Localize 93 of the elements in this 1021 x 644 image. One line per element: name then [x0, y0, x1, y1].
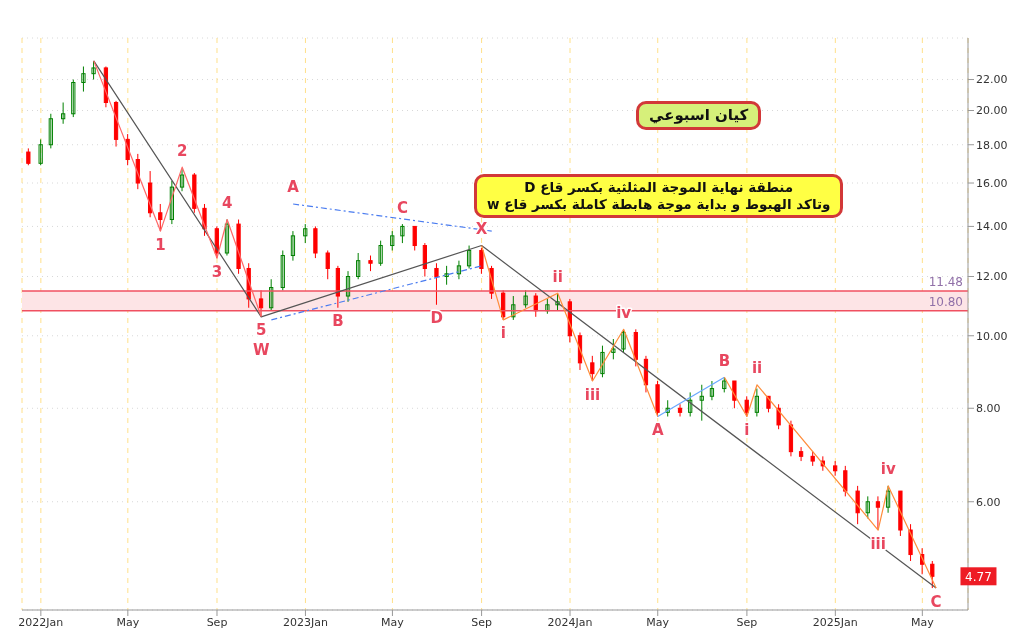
- candlestick: [677, 403, 683, 417]
- annotation: 4: [221, 194, 233, 213]
- annotation: i: [500, 324, 506, 343]
- candlestick: [434, 262, 439, 306]
- annotation: ii: [552, 267, 563, 286]
- x-tick-label: May: [381, 615, 405, 629]
- candlestick: [412, 225, 417, 251]
- x-tick-label: 2023Jan: [282, 615, 328, 629]
- candlestick: [345, 270, 351, 303]
- candlestick: [885, 485, 891, 514]
- candlestick: [378, 240, 383, 267]
- x-tick-label: Sep: [471, 615, 492, 629]
- annotation: X: [475, 220, 488, 239]
- candlestick: [269, 278, 274, 312]
- x-tick-label: Sep: [206, 615, 228, 629]
- annotation: A: [651, 420, 664, 439]
- candlestick: [699, 384, 704, 422]
- annotation: D: [430, 309, 443, 328]
- y-tick-label: 22.00: [976, 73, 1008, 87]
- candlestick: [479, 247, 484, 275]
- candlestick: [91, 60, 96, 81]
- x-tick-label: 2024Jan: [547, 615, 593, 629]
- candlestick: [390, 230, 395, 251]
- x-tick-label: 2025Jan: [812, 615, 858, 629]
- candlestick: [732, 380, 737, 409]
- x-tick-label: May: [910, 615, 935, 629]
- y-tick-label: 12.00: [976, 270, 1008, 284]
- annotation: 3: [211, 262, 223, 281]
- candlestick: [456, 260, 462, 280]
- candlestick: [875, 495, 881, 531]
- y-tick-label: 20.00: [976, 104, 1008, 118]
- candlestick: [843, 465, 848, 497]
- candlestick: [600, 345, 605, 378]
- annotation: iii: [584, 385, 601, 404]
- x-tick-label: May: [116, 615, 140, 629]
- candlestick: [38, 138, 43, 166]
- annotation: C: [930, 592, 942, 611]
- candlestick: [422, 242, 427, 277]
- annotation: C: [397, 198, 409, 217]
- annotation: i: [744, 420, 750, 439]
- candlestick: [258, 289, 264, 318]
- candlestick: [590, 355, 595, 382]
- line-series: [480, 244, 659, 418]
- candlestick: [280, 249, 285, 291]
- line-series: [93, 60, 262, 318]
- candlestick: [621, 328, 626, 353]
- y-tick-label: 10.00: [976, 329, 1008, 343]
- candlestick: [61, 101, 66, 125]
- x-tick-label: 2022Jan: [18, 615, 64, 629]
- annotation: ii: [751, 359, 763, 378]
- candlestick: [179, 168, 185, 192]
- annotation: 1: [155, 235, 166, 254]
- candlestick: [754, 388, 759, 417]
- candlestick: [855, 485, 860, 525]
- y-tick-label: 14.00: [976, 220, 1008, 234]
- candlestick: [158, 203, 163, 232]
- annotation: 2: [176, 141, 188, 160]
- x-tick-label: Sep: [736, 615, 758, 629]
- candlestick: [688, 391, 693, 417]
- ref-line-label: 10.80: [928, 294, 963, 309]
- line-series: [723, 376, 937, 589]
- candlestick: [466, 245, 472, 269]
- candlestick: [511, 295, 516, 321]
- annotation: B: [332, 312, 344, 331]
- ref-line-label: 11.48: [928, 274, 963, 289]
- candlestick: [400, 223, 405, 244]
- candlestick: [444, 265, 449, 286]
- x-tick-label: May: [646, 615, 670, 629]
- y-tick-label: 16.00: [976, 176, 1008, 190]
- candlestick: [611, 338, 616, 360]
- candlestick: [81, 66, 86, 93]
- annotation: 4.77: [965, 569, 992, 584]
- candlestick: [290, 230, 296, 262]
- annotation: منطقة نهاية الموجة المثلثية بكسر قاع D وتاكد الهبوط و بداية موجة هابطة كاملة بكسر قاع w: [474, 174, 844, 218]
- candlestick: [930, 560, 935, 589]
- candlestick: [798, 446, 804, 462]
- candlestick: [169, 180, 175, 225]
- annotation: 5: [256, 321, 267, 340]
- annotation: A: [287, 178, 300, 197]
- candlestick: [776, 403, 781, 430]
- candlestick: [356, 252, 361, 280]
- candlestick: [71, 79, 76, 118]
- y-tick-label: 6.00: [976, 495, 1001, 509]
- candlestick: [48, 113, 53, 149]
- annotation: W: [252, 341, 270, 360]
- candlestick: [325, 249, 330, 280]
- candlestick: [303, 223, 308, 244]
- annotation: iv: [880, 460, 896, 479]
- annotation: B: [718, 351, 731, 370]
- y-tick-label: 18.00: [976, 138, 1008, 152]
- candlestick: [709, 380, 715, 401]
- y-tick-label: 8.00: [976, 402, 1001, 416]
- annotation: كيان اسبوعي: [636, 101, 762, 130]
